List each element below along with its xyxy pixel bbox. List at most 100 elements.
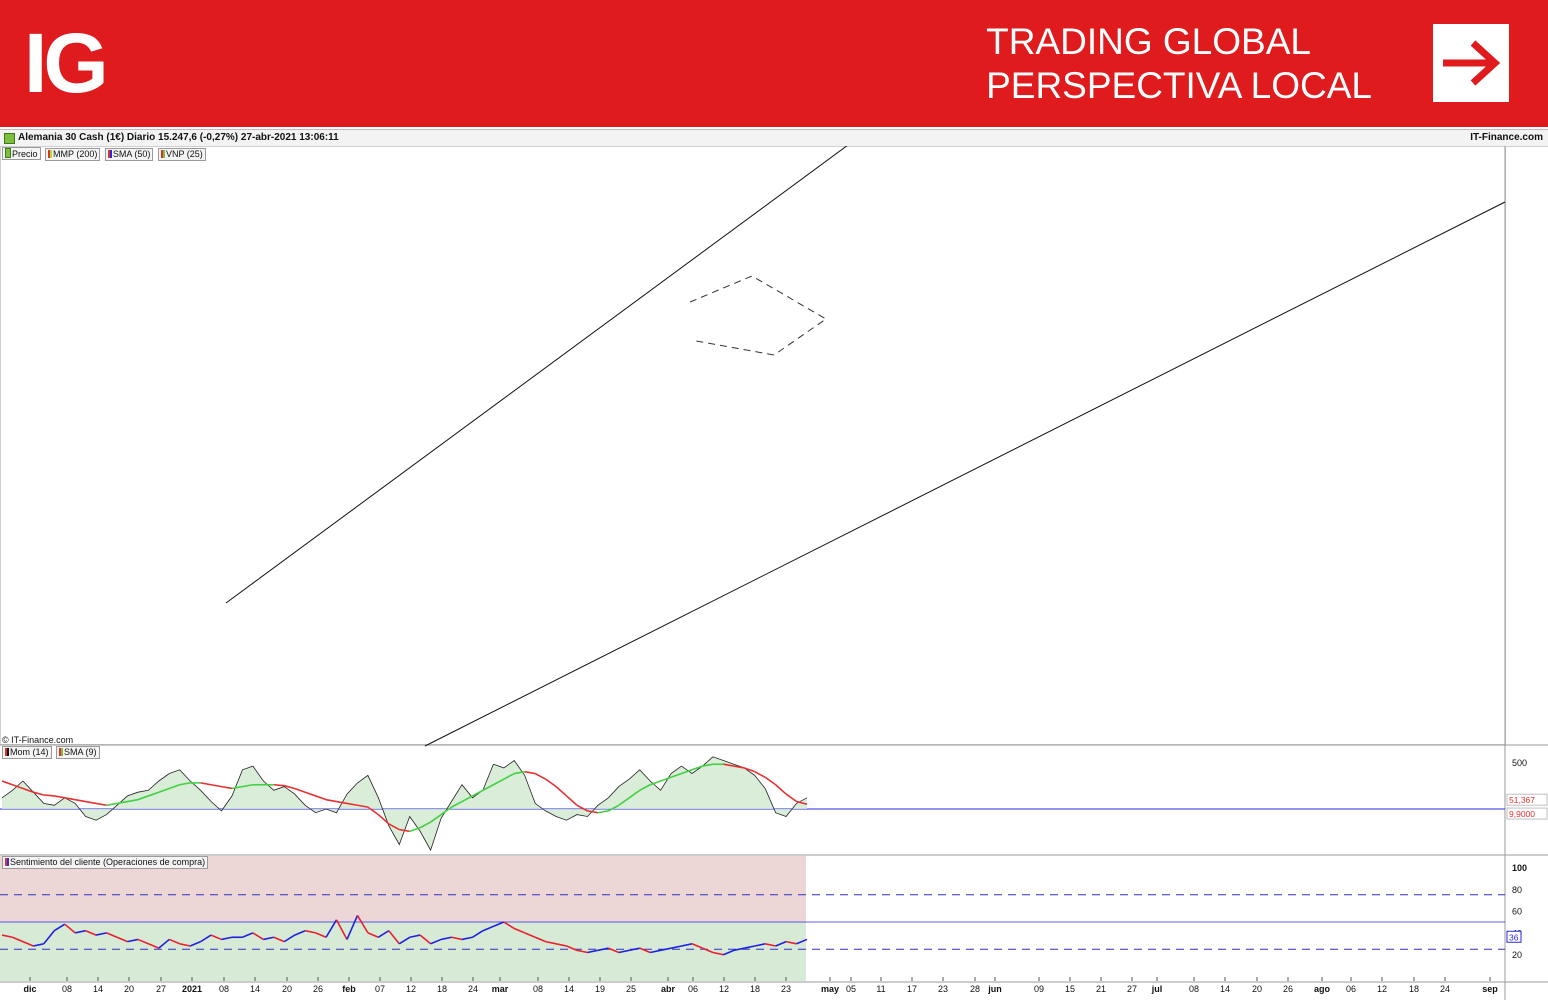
legend-precio[interactable]: Precio — [2, 147, 41, 160]
x-tick-label: 12 — [406, 984, 416, 994]
momentum-sma-segment — [106, 802, 118, 807]
sentiment-line-segment — [179, 943, 191, 947]
momentum-sma-segment — [775, 784, 787, 795]
sentiment-line-segment — [283, 934, 296, 943]
momentum-sma-segment — [179, 782, 191, 786]
legend-label: SMA (9) — [64, 747, 97, 757]
x-tick-label: 14 — [93, 984, 103, 994]
momentum-sma-segment — [607, 804, 620, 812]
x-tick-label: 25 — [626, 984, 636, 994]
chart-icon — [4, 133, 15, 144]
x-tick-label: 14 — [564, 984, 574, 994]
trendline-steep — [225, 146, 848, 604]
momentum-area — [2, 756, 807, 851]
sentiment-line-segment — [597, 947, 609, 952]
sentiment-line-segment — [660, 947, 672, 952]
momentum-sma-segment — [22, 787, 34, 793]
sentiment-line-segment — [12, 936, 24, 943]
legend-swatch — [107, 150, 112, 158]
x-tick-label: feb — [342, 984, 356, 994]
sentiment-line-segment — [106, 932, 118, 938]
sentiment-line-segment — [451, 936, 463, 941]
momentum-sma-segment — [681, 769, 693, 775]
x-tick-label: 08 — [219, 984, 229, 994]
momentum-sma-segment — [472, 789, 484, 797]
sentiment-line-segment — [472, 930, 484, 938]
momentum-sma-segment — [430, 813, 442, 823]
sentiment-line-segment — [566, 945, 578, 952]
arrow-right-button[interactable] — [1433, 24, 1509, 102]
sentiment-line-segment — [43, 930, 55, 945]
sentiment-line-segment — [629, 947, 640, 952]
momentum-sma-segment — [242, 783, 254, 788]
x-tick-label: 20 — [124, 984, 134, 994]
momentum-sma-segment — [451, 800, 463, 808]
sentiment-buy-zone — [0, 922, 806, 981]
chart-header: Alemania 30 Cash (1€) Diario 15.247,6 (-… — [0, 129, 1548, 147]
legend-sma9[interactable]: SMA (9) — [56, 746, 100, 759]
sentiment-line-segment — [681, 943, 693, 947]
momentum-sma-segment — [514, 770, 525, 775]
sentiment-last-label: 36 — [1509, 932, 1519, 942]
sentiment-line-segment — [75, 929, 86, 934]
legend-vnp25[interactable]: VNP (25) — [157, 148, 206, 161]
momentum-end-label-box — [1506, 807, 1548, 820]
x-tick-label: 21 — [1096, 984, 1106, 994]
momentum-sma-segment — [503, 772, 515, 780]
x-tick-label: 2021 — [182, 984, 202, 994]
momentum-sma-segment — [534, 772, 547, 780]
legend-mom14[interactable]: Mom (14) — [2, 746, 52, 759]
sentiment-line-segment — [744, 945, 755, 949]
momentum-sma-segment — [649, 780, 661, 786]
sentiment-line-segment — [22, 940, 34, 947]
x-tick-label: 07 — [375, 984, 385, 994]
sentiment-line-segment — [712, 951, 724, 956]
x-tick-label: abr — [661, 984, 676, 994]
x-tick-label: mar — [492, 984, 509, 994]
sentiment-line-segment — [315, 932, 327, 938]
sentiment-line-segment — [409, 934, 421, 939]
legend-swatch — [59, 748, 64, 756]
sentiment-line-segment — [785, 940, 797, 945]
chart-area[interactable]: 15.340,015.147,514.855,013.420,013.276,0… — [0, 146, 1548, 1000]
momentum-sma-segment — [785, 793, 798, 803]
momentum-sma-segment — [210, 783, 222, 788]
momentum-sma-segment — [618, 797, 630, 806]
x-tick-label: 09 — [1034, 984, 1044, 994]
legend-sma50[interactable]: SMA (50) — [104, 148, 154, 161]
x-tick-label: 24 — [1440, 984, 1450, 994]
ig-banner[interactable]: IG TRADING GLOBAL PERSPECTIVA LOCAL — [0, 0, 1548, 127]
momentum-sma-segment — [127, 798, 139, 803]
x-tick-label: 06 — [1346, 984, 1356, 994]
legend-label: Precio — [12, 149, 38, 159]
momentum-sma-segment — [273, 783, 285, 787]
momentum-end-label-box — [1506, 793, 1548, 806]
x-tick-label: 26 — [1283, 984, 1293, 994]
momentum-sma-segment — [670, 772, 682, 779]
x-tick-label: 06 — [688, 984, 698, 994]
legend-sentiment[interactable]: Sentimiento del cliente (Operaciones de … — [2, 856, 209, 869]
sentiment-line-segment — [33, 943, 44, 947]
momentum-sma-segment — [524, 770, 536, 775]
legend-swatch — [48, 150, 53, 158]
legend-mmp200[interactable]: MMP (200) — [45, 148, 101, 161]
sentiment-line-segment — [85, 929, 97, 936]
sentiment-line-segment — [252, 932, 264, 941]
legend-label: Sentimiento del cliente (Operaciones de … — [10, 857, 206, 867]
sentiment-line-segment — [691, 943, 703, 949]
momentum-sma-segment — [367, 806, 379, 816]
x-tick-label: 28 — [970, 984, 980, 994]
momentum-sma-segment — [482, 784, 494, 792]
momentum-sma-segment — [461, 795, 473, 803]
momentum-sma-segment — [576, 804, 588, 812]
sentiment-line-segment — [388, 930, 400, 945]
x-tick-label: 08 — [533, 984, 543, 994]
momentum-sma-segment — [346, 802, 358, 807]
momentum-legend: Mom (14) SMA (9) — [2, 746, 102, 759]
x-tick-label: dic — [23, 984, 36, 994]
momentum-sma-segment — [315, 795, 327, 801]
sentiment-line-segment — [398, 936, 411, 945]
x-tick-label: 27 — [156, 984, 166, 994]
momentum-sma-segment — [691, 765, 703, 771]
sentiment-line-segment — [723, 949, 735, 956]
